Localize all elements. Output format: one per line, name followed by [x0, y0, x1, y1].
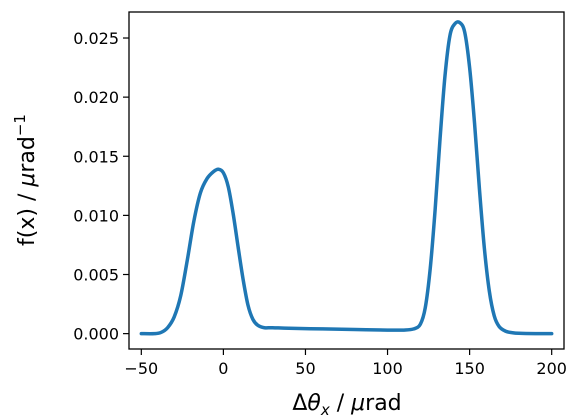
y-tick-label: 0.010 [73, 206, 119, 225]
x-tick-label: 50 [295, 359, 315, 378]
y-axis-ticks: 0.000 0.005 0.010 0.015 0.020 0.025 [73, 29, 129, 344]
y-tick-label: 0.015 [73, 147, 119, 166]
x-tick-label: 100 [372, 359, 403, 378]
y-tick-label: 0.000 [73, 325, 119, 344]
x-tick-label: 0 [218, 359, 228, 378]
plot-frame [128, 11, 565, 350]
x-tick-label: 200 [536, 359, 567, 378]
y-axis-label: f(x) / μrad−1 [11, 114, 40, 246]
y-tick-label: 0.020 [73, 88, 119, 107]
x-tick-label: −50 [124, 359, 158, 378]
y-tick-label: 0.025 [73, 29, 119, 48]
x-axis-ticks: −50 0 50 100 150 200 [124, 349, 567, 378]
series-layer [139, 20, 554, 336]
y-tick-label: 0.005 [73, 266, 119, 285]
series-line [139, 20, 554, 336]
x-axis-label: Δθx / μrad [292, 391, 401, 418]
x-tick-label: 150 [454, 359, 485, 378]
